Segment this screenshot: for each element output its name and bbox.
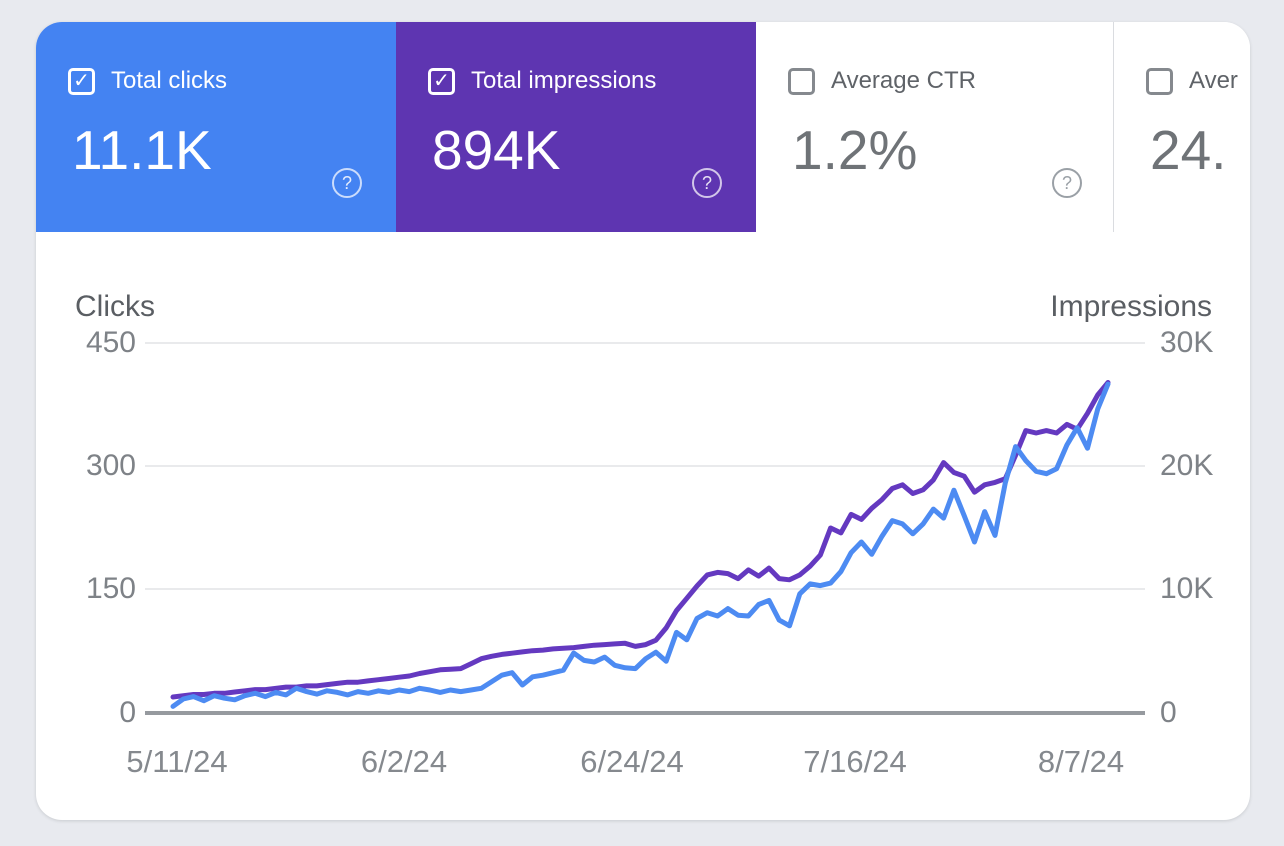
gridline [145,465,1145,467]
xtick: 6/24/24 [580,744,684,779]
total-impressions-label-row: ✓ Total impressions [428,66,656,96]
total-impressions-value: 894K [432,119,561,181]
xtick: 5/11/24 [126,744,228,779]
average-ctr-label-row: Average CTR [788,66,976,96]
average-position-value: 24. [1150,119,1227,181]
left-axis-title: Clicks [75,290,155,323]
average-position-label-row: Aver [1146,66,1238,96]
metric-label: Aver [1189,67,1238,94]
metric-label: Average CTR [831,67,976,94]
metric-card-average-ctr[interactable]: Average CTR 1.2% ? [756,22,1113,232]
right-axis-title: Impressions [1050,290,1212,323]
checkbox-unchecked-icon[interactable] [1146,67,1173,95]
impressions-line [170,380,1111,700]
xtick: 8/7/24 [1037,744,1125,779]
gridline [145,588,1145,590]
total-clicks-label-row: ✓ Total clicks [68,66,227,96]
left-ytick: 300 [85,449,136,482]
right-ytick: 30K [1160,326,1214,359]
average-ctr-value: 1.2% [792,119,918,181]
metric-card-average-position[interactable]: Aver 24. [1114,22,1250,232]
right-ytick: 0 [1160,696,1177,729]
chart-plot-svg[interactable] [145,330,1145,714]
metric-label: Total impressions [471,67,657,94]
metric-tiles-row: ✓ Total clicks 11.1K ? ✓ Total impressio… [36,22,1250,232]
metric-card-total-clicks[interactable]: ✓ Total clicks 11.1K ? [36,22,396,232]
help-icon[interactable]: ? [332,168,362,198]
tile-divider [1113,22,1114,232]
xtick: 7/16/24 [803,744,907,779]
help-icon[interactable]: ? [692,168,722,198]
clicks-line [170,381,1111,709]
right-ytick: 20K [1160,449,1214,482]
checkbox-unchecked-icon[interactable] [788,67,815,95]
left-ytick: 450 [85,326,136,359]
left-ytick: 150 [85,572,136,605]
x-axis-baseline [145,711,1145,715]
help-icon[interactable]: ? [1052,168,1082,198]
gridline [145,342,1145,344]
metric-card-total-impressions[interactable]: ✓ Total impressions 894K ? [396,22,756,232]
left-ytick: 0 [119,696,136,729]
performance-panel: ✓ Total clicks 11.1K ? ✓ Total impressio… [36,22,1250,820]
xtick: 6/2/24 [360,744,448,779]
total-clicks-value: 11.1K [72,119,212,181]
checkbox-checked-icon[interactable]: ✓ [68,67,95,95]
right-ytick: 10K [1160,572,1214,605]
metric-label: Total clicks [111,67,228,94]
checkbox-checked-icon[interactable]: ✓ [428,67,455,95]
